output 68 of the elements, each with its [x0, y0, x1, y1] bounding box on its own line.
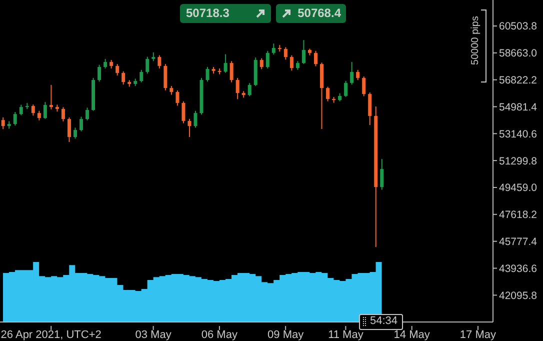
- candlestick: [104, 58, 108, 69]
- candlestick: [314, 50, 318, 67]
- candlestick: [116, 64, 120, 76]
- candlestick: [206, 66, 210, 82]
- candlestick: [13, 112, 17, 126]
- y-tick-label: 58663.0: [499, 48, 538, 60]
- candlestick: [236, 77, 240, 100]
- candlestick: [176, 90, 180, 106]
- candlestick: [362, 76, 366, 97]
- candlestick: [224, 54, 228, 74]
- candlestick: [230, 60, 234, 83]
- annotation: 50718.3: [186, 6, 230, 20]
- x-tick-label: 17 May: [460, 329, 497, 341]
- candlestick: [37, 110, 41, 121]
- x-tick-label: 14 May: [394, 329, 430, 341]
- candlestick: [158, 54, 162, 69]
- candlestick: [140, 69, 144, 83]
- y-tick-label: 53140.6: [499, 128, 538, 140]
- candlestick: [19, 104, 23, 116]
- y-tick-label: 60503.8: [499, 20, 538, 33]
- y-tick-label: 42095.8: [499, 290, 538, 302]
- candlestick: [1, 116, 5, 130]
- candlestick: [290, 54, 294, 72]
- y-tick-label: 43936.6: [499, 262, 538, 275]
- candlestick: [122, 70, 126, 86]
- candlestick: [49, 84, 53, 110]
- candlestick: [320, 62, 324, 130]
- x-tick-label: 09 May: [268, 329, 304, 341]
- candlestick: [344, 80, 348, 98]
- y-tick-label: 51299.8: [499, 155, 538, 168]
- candlestick: [188, 118, 192, 138]
- candlestick: [194, 110, 198, 128]
- candlestick: [61, 106, 65, 122]
- candlestick: [146, 56, 150, 74]
- y-tick-label: 56822.2: [499, 74, 538, 87]
- candlestick: [74, 127, 77, 140]
- price-button: 50718.3: [180, 4, 271, 23]
- candlestick: [86, 107, 90, 121]
- candlestick: [67, 116, 71, 142]
- candlestick: [248, 82, 252, 97]
- candlestick: [284, 46, 288, 60]
- candlestick: [356, 69, 360, 81]
- y-tick-label: 45777.4: [499, 236, 538, 248]
- candlestick: [272, 43, 276, 56]
- candlestick: [43, 102, 47, 120]
- x-tick-label: 26 Apr 2021, UTC+2: [0, 329, 102, 341]
- candlestick: [368, 92, 372, 126]
- candlestick: [350, 62, 354, 86]
- candlestick: [164, 64, 168, 91]
- y-tick-label: 47618.2: [499, 209, 538, 222]
- annotation: 54:34: [370, 315, 398, 327]
- candlestick: [326, 86, 330, 102]
- candlestick: [266, 50, 270, 69]
- annotation: 50768.4: [298, 6, 341, 20]
- annotation: 50000 pips: [470, 16, 480, 64]
- candlestick: [98, 64, 102, 82]
- candlestick: [31, 104, 35, 116]
- x-tick-label: 11 May: [328, 329, 364, 341]
- x-tick-label: 03 May: [135, 329, 172, 341]
- y-tick-label: 54981.4: [499, 101, 538, 114]
- candlestick: [380, 158, 384, 190]
- candlestick: [260, 58, 264, 70]
- candlestick: [302, 40, 306, 65]
- y-tick-label: 49459.0: [499, 182, 538, 194]
- x-tick-label: 06 May: [201, 329, 238, 341]
- price-button: 50768.4: [276, 4, 346, 23]
- candlestick: [182, 100, 186, 124]
- candlestick: [80, 116, 84, 132]
